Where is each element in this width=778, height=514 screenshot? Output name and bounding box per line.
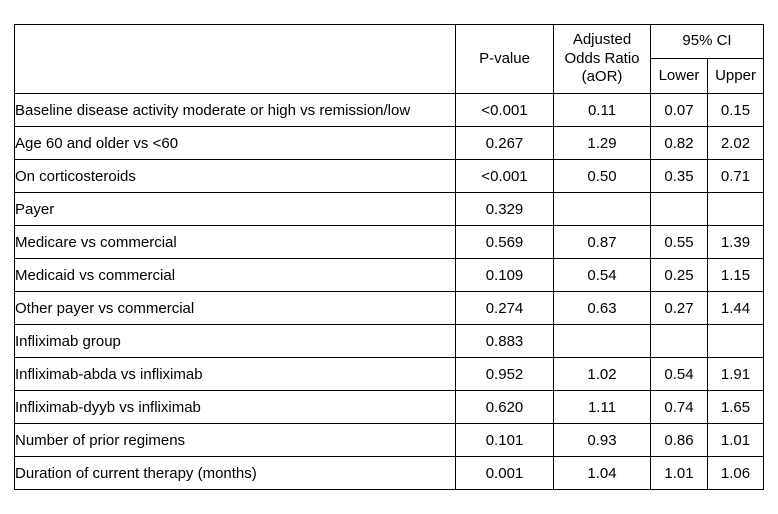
ci-upper-cell: 1.01 xyxy=(706,423,765,457)
aor-cell: 0.11 xyxy=(553,93,651,127)
table-row: Medicare vs commercial 0.569 0.87 0.55 1… xyxy=(14,225,765,259)
aor-cell: 1.02 xyxy=(553,357,651,391)
ci-upper-cell: 1.91 xyxy=(706,357,765,391)
row-label-cell: Duration of current therapy (months) xyxy=(14,456,456,490)
p-value-cell: 0.620 xyxy=(455,390,554,424)
header-p-value: P-value xyxy=(455,24,554,94)
ci-upper-cell: 0.15 xyxy=(706,93,765,127)
row-label-cell: Payer xyxy=(14,192,456,226)
table-row: Baseline disease activity moderate or hi… xyxy=(14,93,765,127)
ci-upper-cell: 1.44 xyxy=(706,291,765,325)
header-ci-group: 95% CI xyxy=(649,24,765,59)
table-row: On corticosteroids <0.001 0.50 0.35 0.71 xyxy=(14,159,765,193)
row-label-cell: Age 60 and older vs <60 xyxy=(14,126,456,160)
ci-upper-cell: 2.02 xyxy=(706,126,765,160)
ci-upper-cell: 1.06 xyxy=(706,456,765,490)
table-row: Other payer vs commercial 0.274 0.63 0.2… xyxy=(14,291,765,325)
p-value-cell: 0.274 xyxy=(455,291,554,325)
table-row: Infliximab-dyyb vs infliximab 0.620 1.11… xyxy=(14,390,765,424)
row-label-cell: Infliximab group xyxy=(14,324,456,358)
table-header: P-value Adjusted Odds Ratio (aOR) 95% CI… xyxy=(14,24,765,94)
row-label-cell: Number of prior regimens xyxy=(14,423,456,457)
row-label-cell: Other payer vs commercial xyxy=(14,291,456,325)
aor-cell: 1.29 xyxy=(553,126,651,160)
ci-upper-cell: 1.39 xyxy=(706,225,765,259)
row-label-cell: Medicaid vs commercial xyxy=(14,258,456,292)
header-ci-lower: Lower xyxy=(650,58,708,94)
aor-cell: 0.54 xyxy=(553,258,651,292)
p-value-cell: 0.569 xyxy=(455,225,554,259)
row-label-cell: On corticosteroids xyxy=(14,159,456,193)
header-ci-upper: Upper xyxy=(706,58,765,94)
ci-lower-cell: 0.54 xyxy=(650,357,708,391)
ci-upper-cell xyxy=(706,192,765,226)
ci-lower-cell xyxy=(650,324,708,358)
table-row: Medicaid vs commercial 0.109 0.54 0.25 1… xyxy=(14,258,765,292)
ci-lower-cell: 0.07 xyxy=(650,93,708,127)
aor-cell: 0.93 xyxy=(553,423,651,457)
p-value-cell: 0.952 xyxy=(455,357,554,391)
ci-upper-cell: 1.15 xyxy=(706,258,765,292)
header-aor: Adjusted Odds Ratio (aOR) xyxy=(553,24,651,94)
table-row: Infliximab-abda vs infliximab 0.952 1.02… xyxy=(14,357,765,391)
row-label-cell: Baseline disease activity moderate or hi… xyxy=(14,93,456,127)
p-value-cell: 0.329 xyxy=(455,192,554,226)
results-table: P-value Adjusted Odds Ratio (aOR) 95% CI… xyxy=(14,24,765,490)
table-row: Infliximab group 0.883 xyxy=(14,324,765,358)
ci-lower-cell: 0.35 xyxy=(650,159,708,193)
p-value-cell: 0.883 xyxy=(455,324,554,358)
header-row-sub: Lower Upper xyxy=(15,58,765,94)
aor-cell: 0.63 xyxy=(553,291,651,325)
aor-cell: 1.04 xyxy=(553,456,651,490)
table-row: Age 60 and older vs <60 0.267 1.29 0.82 … xyxy=(14,126,765,160)
ci-lower-cell: 1.01 xyxy=(650,456,708,490)
ci-lower-cell: 0.86 xyxy=(650,423,708,457)
p-value-cell: <0.001 xyxy=(455,159,554,193)
row-label-cell: Medicare vs commercial xyxy=(14,225,456,259)
ci-upper-cell: 1.65 xyxy=(706,390,765,424)
ci-lower-cell: 0.25 xyxy=(650,258,708,292)
ci-upper-cell xyxy=(706,324,765,358)
p-value-cell: 0.267 xyxy=(455,126,554,160)
ci-lower-cell xyxy=(650,192,708,226)
aor-cell xyxy=(553,324,651,358)
ci-lower-cell: 0.27 xyxy=(650,291,708,325)
row-label-cell: Infliximab-dyyb vs infliximab xyxy=(14,390,456,424)
aor-cell: 1.11 xyxy=(553,390,651,424)
p-value-cell: 0.109 xyxy=(455,258,554,292)
header-empty-cell xyxy=(14,24,456,94)
ci-lower-cell: 0.74 xyxy=(650,390,708,424)
p-value-cell: 0.101 xyxy=(455,423,554,457)
header-row-top: P-value Adjusted Odds Ratio (aOR) 95% CI xyxy=(14,24,765,94)
table-row: Payer 0.329 xyxy=(14,192,765,226)
aor-cell xyxy=(553,192,651,226)
table-row: Duration of current therapy (months) 0.0… xyxy=(14,456,765,490)
aor-cell: 0.50 xyxy=(553,159,651,193)
row-label-cell: Infliximab-abda vs infliximab xyxy=(14,357,456,391)
ci-lower-cell: 0.82 xyxy=(650,126,708,160)
ci-upper-cell: 0.71 xyxy=(706,159,765,193)
p-value-cell: 0.001 xyxy=(455,456,554,490)
p-value-cell: <0.001 xyxy=(455,93,554,127)
table-row: Number of prior regimens 0.101 0.93 0.86… xyxy=(14,423,765,457)
aor-cell: 0.87 xyxy=(553,225,651,259)
results-table-container: P-value Adjusted Odds Ratio (aOR) 95% CI… xyxy=(14,24,765,490)
ci-lower-cell: 0.55 xyxy=(650,225,708,259)
table-body: Baseline disease activity moderate or hi… xyxy=(14,93,765,490)
